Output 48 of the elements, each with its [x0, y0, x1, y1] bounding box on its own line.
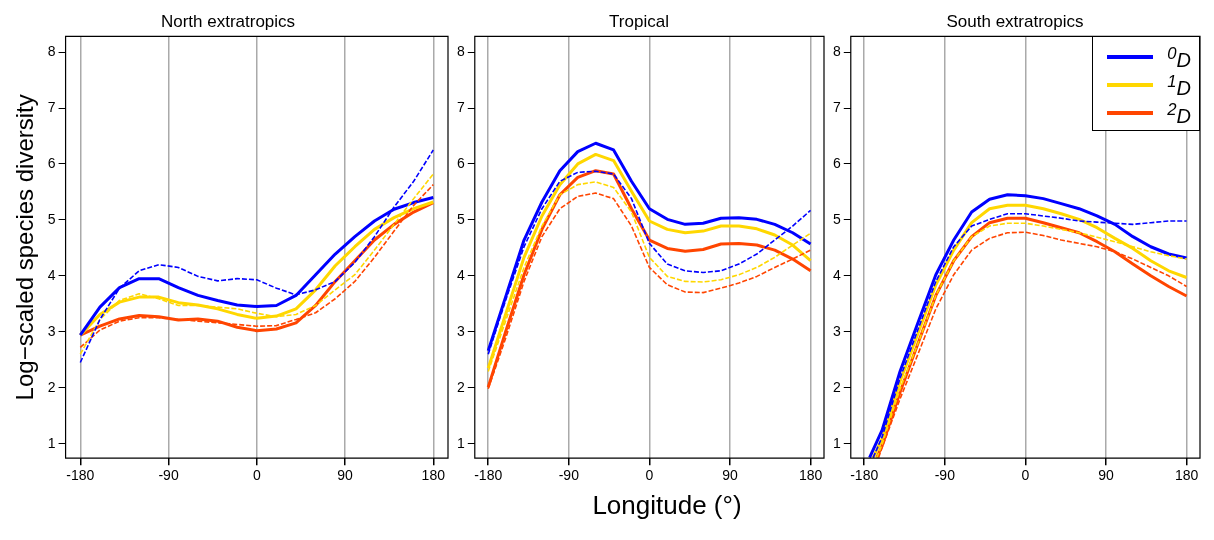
x-tick-label: 180: [421, 467, 446, 484]
y-axis-title: Log−scaled species diversity: [11, 94, 39, 401]
y-tick-label: 4: [832, 266, 841, 283]
legend-label: $^{0}$D: [1167, 43, 1191, 72]
y-tick-label: 5: [456, 210, 465, 227]
x-tick-label: -90: [934, 467, 956, 484]
x-tick-label: 90: [722, 467, 738, 484]
x-axis-title: Longitude (°): [591, 490, 743, 521]
y-tick-label: 7: [456, 98, 465, 115]
x-tick-label: 90: [1098, 467, 1114, 484]
y-tick-label: 1: [456, 434, 465, 451]
y-tick-label: 4: [47, 266, 56, 283]
y-tick-label: 5: [832, 210, 841, 227]
x-tick-label: 180: [1174, 467, 1199, 484]
y-tick-label: 2: [832, 378, 841, 395]
chart-title: South extratropics: [946, 11, 1084, 31]
y-tick-label: 8: [47, 42, 56, 59]
legend-label: $^{2}$D: [1167, 98, 1191, 127]
y-tick-label: 6: [47, 154, 56, 171]
y-tick-label: 3: [832, 322, 841, 339]
y-tick-label: 2: [47, 378, 56, 395]
x-tick-label: 0: [1021, 467, 1030, 484]
y-tick-label: 8: [832, 42, 841, 59]
x-tick-label: 0: [252, 467, 261, 484]
line-series: [79, 149, 435, 364]
y-tick-label: 2: [456, 378, 465, 395]
y-tick-label: 1: [832, 434, 841, 451]
y-tick-label: 8: [456, 42, 465, 59]
y-tick-label: 6: [456, 154, 465, 171]
x-tick-label: 90: [337, 467, 354, 484]
y-tick-label: 3: [47, 322, 56, 339]
legend-label: $^{1}$D: [1167, 71, 1191, 99]
y-tick-label: 5: [47, 210, 56, 227]
x-tick-label: -90: [158, 467, 179, 484]
x-tick-label: -90: [558, 467, 580, 484]
y-tick-label: 3: [456, 322, 465, 339]
chart-title: Tropical: [609, 11, 669, 31]
y-tick-label: 1: [47, 434, 56, 451]
x-tick-label: -180: [66, 467, 95, 484]
x-tick-label: -180: [850, 467, 879, 484]
x-tick-label: 180: [798, 467, 823, 484]
x-tick-label: 0: [645, 467, 654, 484]
y-tick-label: 6: [832, 154, 841, 171]
y-tick-label: 7: [832, 98, 841, 115]
x-tick-label: -180: [474, 467, 503, 484]
chart-title: North extratropics: [160, 11, 296, 31]
y-tick-label: 7: [47, 98, 56, 115]
y-tick-label: 4: [456, 266, 465, 283]
